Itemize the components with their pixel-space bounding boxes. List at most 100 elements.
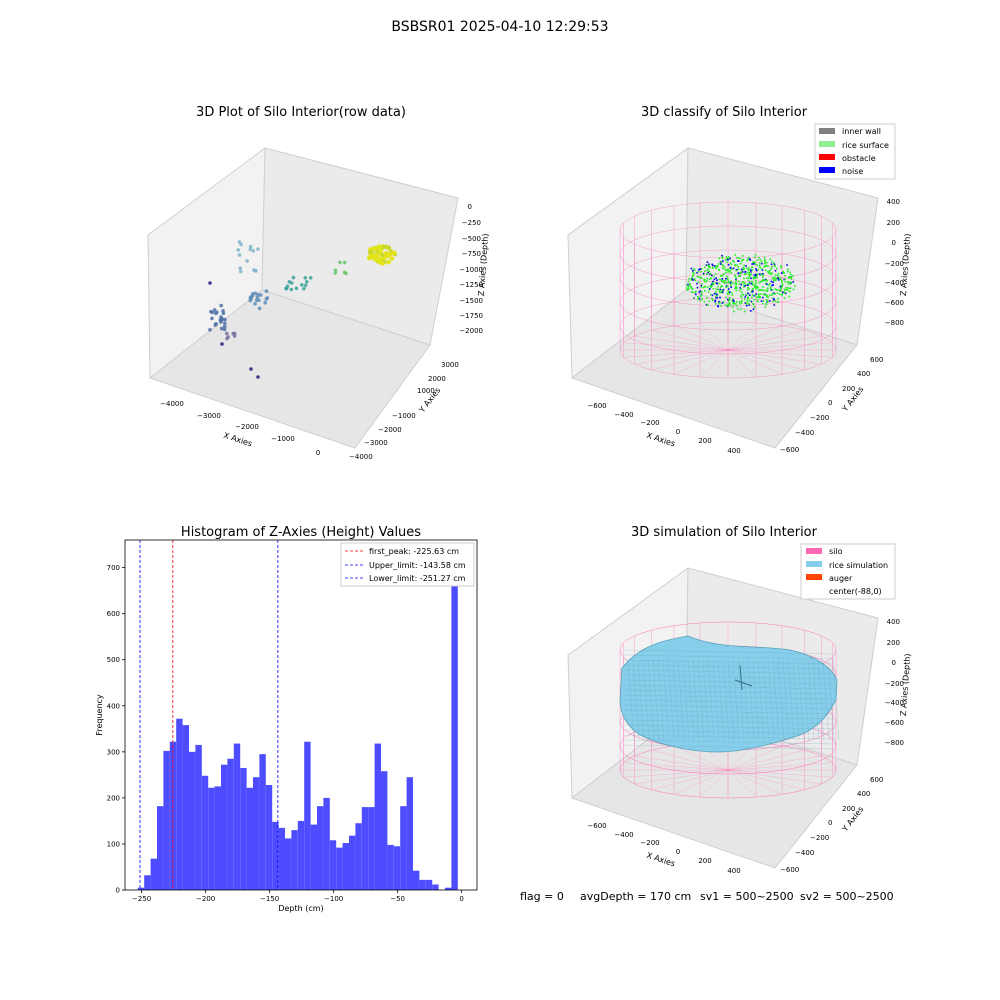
classified-point — [709, 273, 712, 275]
classified-point — [784, 274, 787, 277]
classified-point — [733, 302, 736, 304]
legend-label: Lower_limit: -251.27 cm — [369, 574, 466, 583]
mesh-line — [623, 724, 835, 730]
classified-point — [721, 274, 724, 277]
histogram-bar — [406, 777, 413, 890]
z-axis: 0 −250 −500 −750 −1000 −1250 −1500 −1750… — [459, 203, 490, 335]
classified-point — [777, 276, 780, 278]
classified-point — [783, 288, 786, 291]
classified-point — [783, 278, 786, 281]
classified-point — [729, 304, 731, 307]
classified-point — [790, 276, 792, 278]
classified-point — [704, 290, 706, 292]
y-tick: 400 — [857, 370, 870, 378]
classified-point — [745, 273, 747, 275]
scatter-point — [223, 317, 227, 322]
mesh-line — [717, 659, 725, 741]
scatter-point — [238, 269, 243, 274]
classified-point — [746, 259, 748, 262]
classified-point — [744, 302, 747, 304]
classified-point — [750, 291, 753, 293]
classified-point — [721, 290, 723, 292]
pane-floor — [570, 709, 858, 869]
x-tick-label: −50 — [390, 895, 405, 903]
classified-point — [747, 286, 749, 289]
histogram-bar — [144, 875, 151, 890]
silo-spoke — [727, 745, 783, 771]
scatter-point — [338, 260, 342, 265]
classified-point — [718, 282, 721, 285]
scatter-point — [303, 283, 308, 288]
classified-point — [738, 257, 740, 259]
classified-point — [782, 291, 784, 294]
classified-point — [708, 263, 710, 266]
classified-point — [756, 300, 759, 303]
histogram-bar — [240, 767, 247, 890]
classified-point — [774, 293, 776, 295]
classified-point — [752, 276, 755, 279]
classified-point — [726, 275, 728, 278]
classified-point — [751, 293, 754, 296]
scatter-point — [238, 266, 243, 271]
histogram-bar — [137, 887, 145, 890]
silo-spoke — [651, 769, 729, 790]
classified-point — [734, 274, 736, 276]
classified-point — [734, 286, 737, 288]
classified-point — [696, 275, 699, 278]
classified-point — [762, 276, 764, 278]
classified-point — [743, 277, 745, 280]
scatter-point — [236, 248, 241, 252]
z-tick: −400 — [885, 699, 904, 707]
classified-point — [767, 284, 770, 286]
scatter-point — [218, 318, 223, 322]
mesh-line — [647, 659, 655, 741]
classified-point — [775, 277, 778, 280]
classified-point — [719, 301, 721, 304]
classified-point — [756, 285, 759, 288]
classified-point — [722, 290, 724, 292]
histogram-bar — [246, 787, 253, 890]
x-tick: 200 — [698, 437, 711, 445]
mesh-line — [767, 659, 775, 741]
classified-point — [721, 254, 723, 257]
classified-point — [773, 264, 776, 267]
classified-point — [747, 298, 749, 300]
classified-point — [728, 299, 731, 301]
legend-swatch-noise — [819, 167, 835, 173]
classified-point — [783, 297, 786, 299]
classified-point — [690, 285, 692, 288]
x-tick: −1000 — [271, 435, 295, 443]
classified-point — [709, 285, 712, 287]
x-tick-label: −200 — [196, 895, 215, 903]
x-tick: −4000 — [160, 400, 184, 408]
x-tick-label: −150 — [260, 895, 279, 903]
x-tick: −400 — [614, 411, 633, 419]
classified-point — [726, 261, 728, 264]
flag-text: flag = 0 — [520, 890, 564, 903]
classified-point — [747, 283, 750, 285]
histogram-bar — [349, 835, 356, 890]
classified-point — [768, 271, 770, 273]
classified-point — [753, 274, 756, 276]
classified-point — [740, 308, 742, 311]
classified-point — [710, 283, 713, 286]
classified-point — [742, 258, 745, 261]
scatter-point — [342, 260, 347, 265]
y-tick: 400 — [857, 790, 870, 798]
x-tick: −600 — [587, 402, 606, 410]
classified-point — [759, 258, 762, 261]
y-tick-label: 600 — [107, 610, 120, 618]
mesh-line — [623, 699, 835, 705]
mesh-line — [652, 659, 660, 741]
scatter-point — [219, 326, 224, 331]
classified-point — [794, 285, 796, 287]
classified-point — [740, 291, 743, 294]
classified-point — [698, 291, 700, 294]
classified-point — [687, 283, 689, 286]
z-tick: 400 — [887, 198, 900, 206]
classified-point — [784, 278, 786, 281]
classified-point — [784, 281, 787, 283]
mesh-line — [623, 669, 835, 675]
classified-point — [741, 259, 743, 261]
legend-frame — [340, 542, 475, 587]
